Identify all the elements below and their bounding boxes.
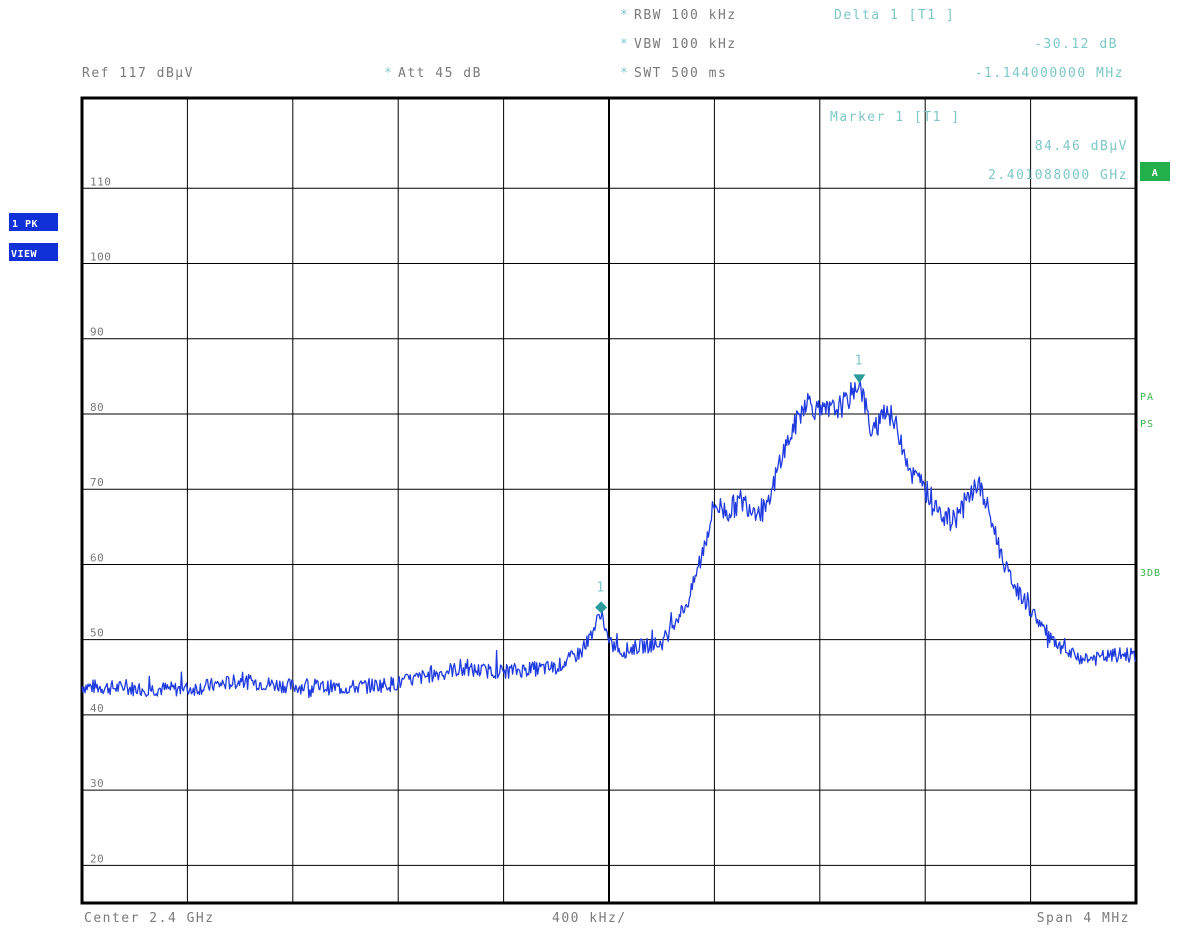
- y-axis-tick-labels: 110 100 90 80 70 60 50 40 30 20: [90, 175, 111, 865]
- marker-level: 84.46 dBµV: [1035, 139, 1128, 154]
- delta-level: -30.12 dB: [1034, 37, 1118, 52]
- marker-triangle-icon: [853, 374, 866, 384]
- marker-layer: 11: [595, 353, 866, 614]
- vbw-label: VBW 100 kHz: [634, 37, 737, 52]
- swt-star-icon: *: [620, 66, 629, 81]
- trace-view-label: VIEW: [11, 249, 38, 260]
- y-tick-label: 110: [90, 175, 111, 188]
- graticule: [80, 96, 1138, 905]
- trace-mode-badge: 1 PK VIEW: [9, 213, 58, 261]
- y-tick-label: 100: [90, 251, 111, 264]
- y-tick-label: 90: [90, 326, 104, 339]
- per-division-label: 400 kHz/: [552, 911, 627, 926]
- screen-a-badge: A: [1140, 162, 1170, 181]
- screen-a-label: A: [1152, 168, 1159, 179]
- 3db-indicator: 3DB: [1140, 568, 1161, 579]
- vbw-star-icon: *: [620, 37, 629, 52]
- marker-number-label: 1: [855, 353, 864, 368]
- sweep-time-label: SWT 500 ms: [634, 66, 727, 81]
- marker-title: Marker 1 [T1 ]: [830, 110, 961, 125]
- marker-frequency: 2.401088000 GHz: [988, 168, 1128, 183]
- attenuation-label: Att 45 dB: [398, 66, 482, 81]
- y-tick-label: 20: [90, 852, 104, 865]
- y-tick-label: 60: [90, 551, 104, 564]
- trace-detector-label: 1 PK: [12, 219, 38, 230]
- y-tick-label: 50: [90, 627, 104, 640]
- delta-frequency: -1.144000000 MHz: [975, 66, 1124, 81]
- ps-indicator: PS: [1140, 419, 1154, 430]
- pa-indicator: PA: [1140, 392, 1154, 403]
- center-frequency-label: Center 2.4 GHz: [84, 911, 215, 926]
- delta-title: Delta 1 [T1 ]: [834, 8, 955, 23]
- att-star-icon: *: [384, 66, 393, 81]
- span-label: Span 4 MHz: [1037, 911, 1130, 926]
- y-tick-label: 80: [90, 401, 104, 414]
- spectrum-trace: [81, 378, 1137, 699]
- rbw-label: RBW 100 kHz: [634, 8, 737, 23]
- graph-frame: [80, 96, 1138, 905]
- marker-number-label: 1: [596, 580, 605, 595]
- rbw-star-icon: *: [620, 8, 629, 23]
- y-tick-label: 30: [90, 777, 104, 790]
- y-tick-label: 70: [90, 476, 104, 489]
- ref-level-label: Ref 117 dBµV: [82, 66, 194, 81]
- delta-marker-icon: [595, 601, 608, 614]
- y-tick-label: 40: [90, 702, 104, 715]
